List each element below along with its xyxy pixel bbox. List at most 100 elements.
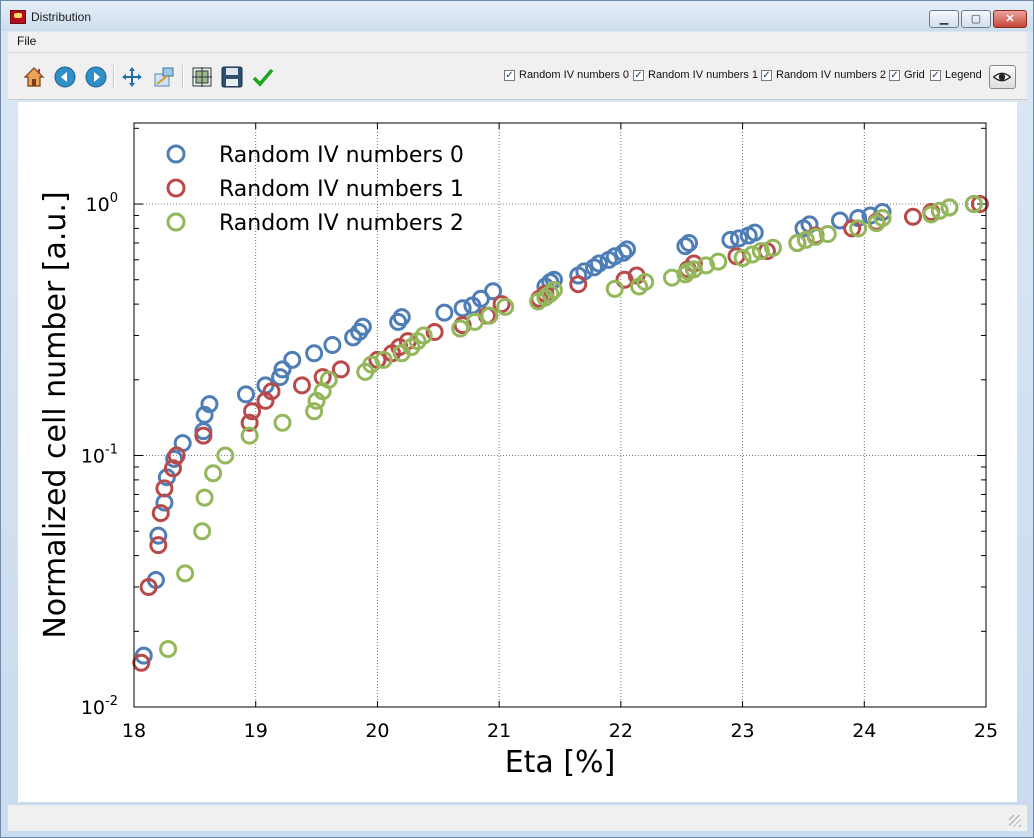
- x-tick-label: 23: [730, 720, 754, 742]
- check-icon: [252, 68, 274, 87]
- series-2-point: [796, 230, 815, 249]
- plot-canvas[interactable]: 18 19 20 21 22 23 24 25 100 10-1 10-2 Eta [%] Nor…: [18, 102, 1017, 802]
- legend-label: Random IV numbers 1: [219, 177, 464, 202]
- toolbar-separator: [182, 65, 184, 89]
- checkbox-label: Grid: [904, 69, 925, 81]
- data-points: [132, 195, 989, 672]
- checkbox-box[interactable]: ✓: [889, 69, 900, 81]
- series-2-point: [374, 350, 393, 369]
- save-button[interactable]: [220, 65, 244, 89]
- series-2-point: [465, 312, 484, 331]
- series-2-point: [930, 201, 949, 220]
- checkbox-box[interactable]: ✓: [930, 69, 941, 81]
- subplots-button[interactable]: [190, 65, 214, 89]
- series-2-point: [751, 242, 770, 261]
- series-0-point: [392, 308, 411, 327]
- x-tick-label: 22: [609, 720, 633, 742]
- legend-marker: [166, 178, 186, 198]
- series-0-point: [745, 223, 764, 242]
- series-2-point: [709, 252, 728, 271]
- series-1-checkbox[interactable]: ✓ Random IV numbers 1: [633, 69, 758, 81]
- app-icon: [10, 10, 26, 24]
- series-2-point: [193, 522, 212, 541]
- pan-button[interactable]: [120, 65, 144, 89]
- series-1-point: [151, 504, 170, 523]
- checkbox-label: Random IV numbers 1: [648, 69, 759, 81]
- series-0-point: [484, 282, 503, 301]
- checkbox-box[interactable]: ✓: [633, 69, 644, 81]
- y-tick-exponent: 0: [110, 191, 118, 206]
- checkbox-label: Random IV numbers 2: [776, 69, 887, 81]
- forward-icon: [85, 66, 107, 88]
- pan-icon: [122, 67, 142, 87]
- series-2-point: [743, 245, 762, 264]
- y-tick-base: 10: [86, 194, 110, 216]
- series-1-point: [331, 360, 350, 379]
- menu-file[interactable]: File: [17, 34, 37, 48]
- grid-checkbox[interactable]: ✓ Grid: [889, 69, 925, 81]
- series-2-point: [806, 227, 825, 246]
- series-1-point: [139, 578, 158, 597]
- series-0-point: [453, 299, 472, 318]
- series-1-point: [425, 322, 444, 341]
- legend-label: Random IV numbers 0: [219, 143, 464, 168]
- series-0-point: [236, 385, 255, 404]
- maximize-button[interactable]: ▢: [961, 10, 991, 28]
- back-button[interactable]: [53, 65, 77, 89]
- series-2-point: [940, 198, 959, 217]
- series-0-point: [721, 230, 740, 249]
- y-tick-label: 10-2: [81, 694, 118, 719]
- close-button[interactable]: ✕: [993, 10, 1027, 28]
- home-icon: [23, 67, 45, 87]
- series-1-point: [569, 275, 588, 294]
- series-2-point: [818, 225, 837, 244]
- checkbox-box[interactable]: ✓: [504, 69, 515, 81]
- zoom-button[interactable]: [152, 65, 176, 89]
- y-tick-base: 10: [81, 697, 105, 719]
- series-0-checkbox[interactable]: ✓ Random IV numbers 0: [504, 69, 629, 81]
- legend-checkbox[interactable]: ✓ Legend: [930, 69, 982, 81]
- series-2-point: [451, 319, 470, 338]
- series-0-point: [305, 344, 324, 363]
- series-2-point: [788, 233, 807, 252]
- series-2-point: [480, 306, 499, 325]
- resize-grip[interactable]: [1009, 815, 1021, 827]
- toolbar-separator: [113, 65, 115, 89]
- series-2-point: [922, 205, 941, 224]
- series-1-point: [243, 402, 262, 421]
- series-0-point: [200, 395, 219, 414]
- series-2-point: [849, 219, 868, 238]
- series-2-point: [305, 402, 324, 421]
- series-2-point: [159, 640, 178, 659]
- series-1-point: [167, 446, 186, 465]
- series-0-point: [729, 229, 748, 248]
- checkbox-box[interactable]: ✓: [761, 69, 772, 81]
- home-button[interactable]: [22, 65, 46, 89]
- series-1-point: [262, 382, 281, 401]
- title-bar[interactable]: Distribution ▁ ▢ ✕: [1, 1, 1033, 31]
- series-2-checkbox[interactable]: ✓ Random IV numbers 2: [761, 69, 886, 81]
- menu-bar: File: [8, 32, 1027, 53]
- x-tick-label: 20: [365, 720, 389, 742]
- series-2-point: [319, 370, 338, 389]
- series-2-point: [216, 446, 235, 465]
- apply-button[interactable]: [251, 65, 275, 89]
- series-1-point: [149, 536, 168, 555]
- series-0-point: [195, 405, 214, 424]
- forward-button[interactable]: [84, 65, 108, 89]
- x-tick-label: 24: [852, 720, 876, 742]
- minimize-button[interactable]: ▁: [929, 10, 959, 28]
- x-tick-label: 25: [974, 720, 998, 742]
- x-axis-label: Eta [%]: [505, 745, 616, 780]
- x-tick-label: 19: [244, 720, 268, 742]
- legend-marker: [166, 212, 186, 232]
- visibility-button[interactable]: [989, 65, 1016, 89]
- series-2-point: [240, 426, 259, 445]
- series-1-point: [843, 219, 862, 238]
- x-tick-labels: 18 19 20 21 22 23 24 25: [122, 720, 998, 742]
- series-2-point: [414, 326, 433, 345]
- series-0-point: [617, 240, 636, 259]
